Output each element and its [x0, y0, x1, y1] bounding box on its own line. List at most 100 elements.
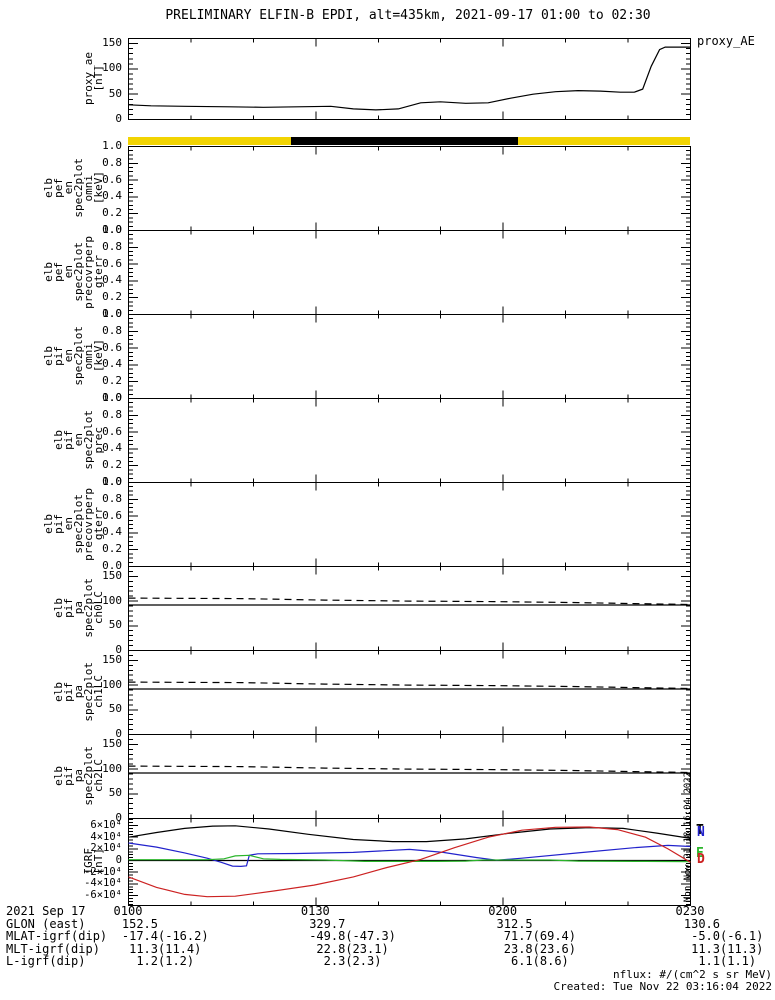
ytick-label: 2×10⁴	[90, 842, 122, 855]
ephemeris-value: 11.3	[691, 941, 720, 956]
ytick-label: 1.0	[102, 475, 122, 488]
ephemeris-value: 312.5	[496, 916, 533, 931]
page-title: PRELIMINARY ELFIN-B EPDI, alt=435km, 202…	[165, 8, 651, 23]
ytick-label: 0.8	[102, 491, 122, 505]
igrf-legend-D: D	[697, 852, 705, 867]
ytick-label: 150	[102, 736, 122, 750]
time-axis-tick-label: 0200	[488, 904, 518, 918]
ytick-label: 0.4	[102, 273, 122, 287]
ephemeris-value: -17.4	[121, 929, 158, 943]
ephemeris-value-paren: (69.4)	[532, 929, 577, 943]
ytick-label: 0.6	[102, 256, 122, 270]
ytick-label: 0	[115, 112, 122, 125]
orbit-daynight-bar	[128, 137, 690, 145]
ephemeris-value-paren: (1.2)	[158, 954, 195, 968]
orbit-bar-segment	[290, 137, 519, 145]
ephemeris-value-paren: (8.6)	[532, 954, 569, 968]
ephemeris-value-paren: (23.1)	[345, 941, 389, 956]
ytick-label: 0.4	[102, 357, 122, 371]
ephemeris-value: 2.3	[323, 954, 346, 968]
ephemeris-value-paren: (2.3)	[345, 954, 382, 968]
ephemeris-value: 130.6	[683, 916, 720, 931]
ytick-label: -6×10⁴	[84, 889, 122, 902]
igrf-legend-E: E	[696, 846, 704, 861]
panel-elb-pif-pa-ch0LC	[127, 566, 691, 651]
igrf-legend-N: N	[697, 825, 705, 840]
panel-ylabel-elb-pef-en-omni: elb pef en spec2plot omni [keV]	[14, 146, 105, 230]
panel-ylabel-elb-pif-pa-ch0LC: elb pif pa spec2plot ch0LC	[14, 566, 105, 650]
ytick-label: 1.0	[102, 139, 122, 152]
panel-ylabel-line: gterr	[92, 255, 105, 289]
panel-ylabel-elb-pif-pa-ch1LC: elb pif pa spec2plot ch1LC	[14, 650, 105, 734]
ytick-label: 0.2	[102, 206, 122, 220]
ephemeris-date-label: 2021 Sep 17	[6, 904, 86, 918]
ytick-label: 0.0	[102, 391, 122, 404]
series-N	[127, 842, 691, 868]
ytick-label: 0.0	[102, 559, 122, 572]
time-axis-tick-label: 0100	[113, 904, 143, 918]
ytick-label: 0.6	[102, 424, 122, 438]
ytick-label: 0.6	[102, 340, 122, 354]
ytick-label: 0.0	[102, 475, 122, 488]
panel-elb-pif-en-precovrperp-gterr	[127, 481, 691, 567]
ytick-label: 6×10⁴	[90, 819, 122, 831]
ytick-label: 1.0	[102, 223, 122, 236]
ephemeris-value: 23.8	[503, 941, 533, 956]
panel-ylabel-line: ch2LC	[92, 759, 105, 793]
nflux-units-note: nflux: #/(cm^2 s sr MeV)	[613, 968, 772, 981]
ephemeris-row-label: L-igrf(dip)	[6, 954, 86, 968]
panel-ylabel-line: prec	[92, 426, 105, 454]
ytick-label: 0.4	[102, 441, 122, 455]
ytick-label: 0	[115, 854, 122, 867]
ytick-label: 0	[115, 811, 122, 824]
ephemeris-value-paren: (1.1)	[720, 954, 757, 968]
panel-elb-pif-pa-ch2LC	[127, 734, 691, 819]
panel-ylabel-elb-pef-en-precovrperp-gterr: elb pef en spec2plot precovrperp gterr	[14, 230, 105, 314]
ephemeris-row-label: GLON (east)	[6, 916, 86, 931]
ytick-label: 1.0	[102, 391, 122, 404]
panel-ylabel-line: ch1LC	[92, 675, 105, 709]
ephemeris-value-paren: (11.3)	[720, 941, 764, 956]
panel-igrf	[127, 818, 691, 906]
panel-elb-pef-en-precovrperp-gterr	[127, 229, 691, 315]
ytick-label: 4×10⁴	[90, 830, 122, 843]
ytick-label: 0.2	[102, 458, 122, 472]
series-lc-dashed	[127, 765, 691, 774]
ytick-label: 50	[108, 702, 122, 716]
ytick-label: 100	[102, 761, 122, 775]
ytick-label: 0.2	[102, 374, 122, 388]
ytick-label: 0.0	[102, 307, 122, 320]
ytick-label: -2×10⁴	[84, 865, 122, 878]
ytick-label: 0.2	[102, 290, 122, 304]
created-timestamp: Created: Tue Nov 22 03:16:04 2022	[553, 980, 772, 993]
ytick-label: 0.8	[102, 323, 122, 337]
ytick-label: 100	[102, 677, 122, 691]
ephemeris-value: 71.7	[503, 929, 533, 943]
ephemeris-value: 11.3	[129, 941, 158, 956]
ephemeris-value: 1.2	[136, 954, 158, 968]
ytick-label: 0.8	[102, 155, 122, 169]
ytick-label: 0.8	[102, 407, 122, 421]
ytick-label: 50	[108, 786, 122, 800]
ephemeris-value: -5.0	[691, 929, 720, 943]
panel-ylabel-igrf: IGRF [nT]	[14, 818, 105, 905]
ytick-label: 1.0	[102, 307, 122, 320]
panel-elb-pif-pa-ch1LC	[127, 650, 691, 735]
ytick-label: 50	[108, 86, 122, 100]
panel-elb-pif-en-omni	[127, 313, 691, 399]
series-lc-dashed	[127, 681, 691, 690]
panel-elb-pif-en-prec	[127, 397, 691, 483]
series-lc-dashed	[127, 597, 691, 606]
ephemeris-value-paren: (23.6)	[532, 941, 577, 956]
ephemeris-value: 152.5	[121, 916, 158, 931]
panel-ylabel-elb-pif-en-precovrperp-gterr: elb pif en spec2plot precovrperp gterr	[14, 482, 105, 566]
panel-ylabel-line: ch0LC	[92, 591, 105, 625]
ytick-label: -4×10⁴	[84, 877, 122, 890]
orbit-bar-segment	[518, 137, 690, 145]
time-axis-tick-label: 0130	[300, 904, 330, 918]
panel-ylabel-line: [nT]	[92, 65, 105, 92]
ytick-label: 0.6	[102, 508, 122, 522]
panel-elb-pef-en-omni	[127, 145, 691, 231]
ephemeris-value: 22.8	[316, 941, 346, 956]
